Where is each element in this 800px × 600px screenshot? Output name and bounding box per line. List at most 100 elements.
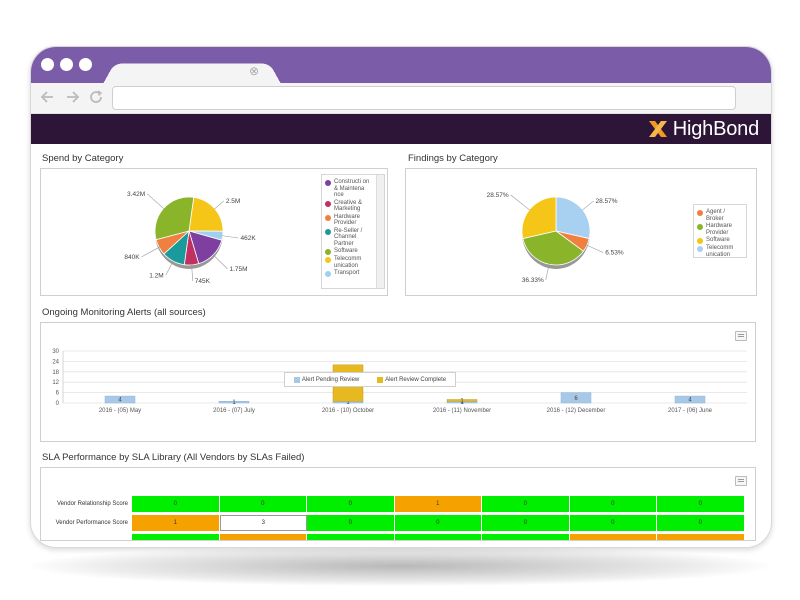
bar-value-label: 1	[460, 398, 464, 404]
legend-pie-icon	[325, 271, 331, 277]
sla-cell[interactable]: 0	[394, 515, 482, 531]
pie-slice[interactable]	[521, 196, 557, 240]
window-minimize-dot[interactable]	[60, 58, 73, 71]
app-header: HighBond	[31, 114, 771, 144]
legend-item[interactable]: Creative & Marketing	[325, 200, 374, 213]
pie-label-line	[191, 263, 194, 281]
sla-cell[interactable]: 0	[569, 496, 657, 512]
sla-cell[interactable]	[132, 534, 220, 540]
x-tick-label: 2016 - (05) May	[99, 408, 141, 414]
browser-toolbar	[31, 83, 771, 114]
sla-cell[interactable]: 0	[307, 496, 395, 512]
bar-pending[interactable]	[674, 395, 706, 404]
pie-data-label: 28.57%	[596, 198, 618, 205]
legend-item[interactable]: Transport	[325, 270, 374, 277]
alerts-legend: Alert Pending Review Alert Review Comple…	[284, 372, 456, 387]
logo-text: HighBond	[672, 117, 759, 140]
findings-legend: Agent / Broker Hardware Provider Software T…	[693, 204, 747, 258]
sla-cell[interactable]: 1	[132, 515, 220, 531]
pie-label-line	[146, 193, 165, 210]
pie-data-label: 36.33%	[522, 277, 544, 284]
window-close-dot[interactable]	[41, 58, 54, 71]
sla-cell[interactable]	[569, 534, 657, 540]
sla-cell[interactable]: 1	[394, 496, 482, 512]
legend-item[interactable]: Hardware Provider	[697, 223, 743, 236]
sla-cell[interactable]	[657, 534, 745, 540]
legend-complete[interactable]: Alert Review Complete	[377, 376, 447, 383]
findings-section-title: Findings by Category	[408, 153, 498, 164]
findings-pie-chart: 28.57% 6.53% 36.33% 28.57%	[487, 192, 624, 284]
legend-item[interactable]: Software	[325, 248, 374, 255]
legend-pending[interactable]: Alert Pending Review	[293, 376, 359, 383]
legend-label: Hardware Provider	[706, 223, 733, 236]
legend-pie-icon	[325, 249, 331, 255]
legend-item[interactable]: Telecomm unication	[697, 245, 743, 258]
pie-data-label: 6.53%	[605, 250, 624, 257]
pie-label-line	[581, 200, 594, 211]
window-shadow	[30, 546, 770, 586]
address-bar[interactable]	[112, 86, 736, 110]
bar-pending[interactable]	[218, 401, 250, 404]
legend-complete-label: Alert Review Complete	[385, 376, 447, 383]
legend-label: Telecomm unication	[334, 256, 362, 269]
sla-cell[interactable]: 0	[657, 515, 745, 531]
legend-pie-icon	[697, 238, 703, 244]
legend-label: Hardware Provider	[334, 213, 361, 227]
pie-label-line	[510, 194, 531, 211]
back-arrow-icon[interactable]	[39, 88, 57, 106]
sla-cell[interactable]: 0	[657, 496, 745, 512]
sla-cell[interactable]: 0	[132, 496, 220, 512]
legend-item[interactable]: Hardware Provider	[325, 214, 374, 227]
forward-arrow-icon[interactable]	[63, 88, 81, 106]
alerts-menu-icon[interactable]	[735, 331, 747, 341]
legend-pie-icon	[325, 257, 331, 263]
tab-close-icon[interactable]: ⊗	[248, 64, 260, 78]
sla-cell[interactable]: 0	[307, 515, 395, 531]
alerts-section-title: Ongoing Monitoring Alerts (all sources)	[42, 307, 206, 318]
y-tick-label: 6	[56, 391, 60, 397]
legend-item[interactable]: Constructi on & Maintena nce	[325, 179, 374, 199]
sla-cell[interactable]: 3	[219, 515, 307, 531]
bar-value-label: 1	[232, 400, 236, 406]
legend-item[interactable]: Re-Seller / Channel Partner	[325, 228, 374, 248]
sla-cell[interactable]: 0	[219, 496, 307, 512]
window-maximize-dot[interactable]	[79, 58, 92, 71]
sla-cell[interactable]	[482, 534, 570, 540]
bar-value-label: 1	[460, 400, 464, 406]
sla-cell[interactable]	[394, 534, 482, 540]
legend-item[interactable]: Agent / Broker	[697, 209, 743, 222]
bar-value-label: 1	[346, 400, 350, 406]
pie-data-label: 1.75M	[229, 266, 247, 273]
browser-window: ⊗ HighBond	[30, 46, 772, 548]
sla-cell[interactable]	[219, 534, 307, 540]
sla-cell[interactable]: 0	[569, 515, 657, 531]
pie-slice[interactable]	[188, 196, 224, 232]
spend-pie-chart: 2.5M 462K 1.75M 745K 1.2M 840K 3.42M	[124, 191, 256, 285]
sla-cell[interactable]	[307, 534, 395, 540]
spend-legend: Constructi on & Maintena nce Creative & M…	[321, 174, 385, 289]
legend-item[interactable]: Software	[697, 237, 743, 244]
pie-label-line	[585, 244, 604, 253]
bar-pending[interactable]	[560, 392, 592, 404]
sla-cell[interactable]: 0	[482, 496, 570, 512]
legend-label: Telecomm unication	[706, 245, 734, 258]
bar-icon	[293, 376, 300, 383]
legend-scrollbar[interactable]	[376, 175, 384, 288]
sla-row-label: Vendor Relationship Score	[56, 501, 128, 507]
bar-value-label: 4	[118, 398, 122, 404]
pie-label-line	[141, 246, 161, 258]
reload-icon[interactable]	[87, 88, 105, 106]
bar-complete[interactable]	[446, 399, 478, 402]
legend-label: Agent / Broker	[706, 209, 726, 222]
legend-item[interactable]: Telecomm unication	[325, 256, 374, 269]
bar-pending[interactable]	[104, 395, 136, 404]
sla-menu-icon[interactable]	[735, 476, 747, 486]
highbond-logo[interactable]: HighBond	[647, 118, 759, 140]
pie-data-label: 28.57%	[487, 192, 509, 199]
pie-data-label: 2.5M	[226, 198, 240, 205]
pie-label-line	[221, 235, 239, 239]
x-tick-label: 2016 - (07) July	[213, 408, 255, 414]
bar-value-label: 4	[688, 398, 692, 404]
sla-cell[interactable]: 0	[482, 515, 570, 531]
spend-section-title: Spend by Category	[42, 153, 124, 164]
